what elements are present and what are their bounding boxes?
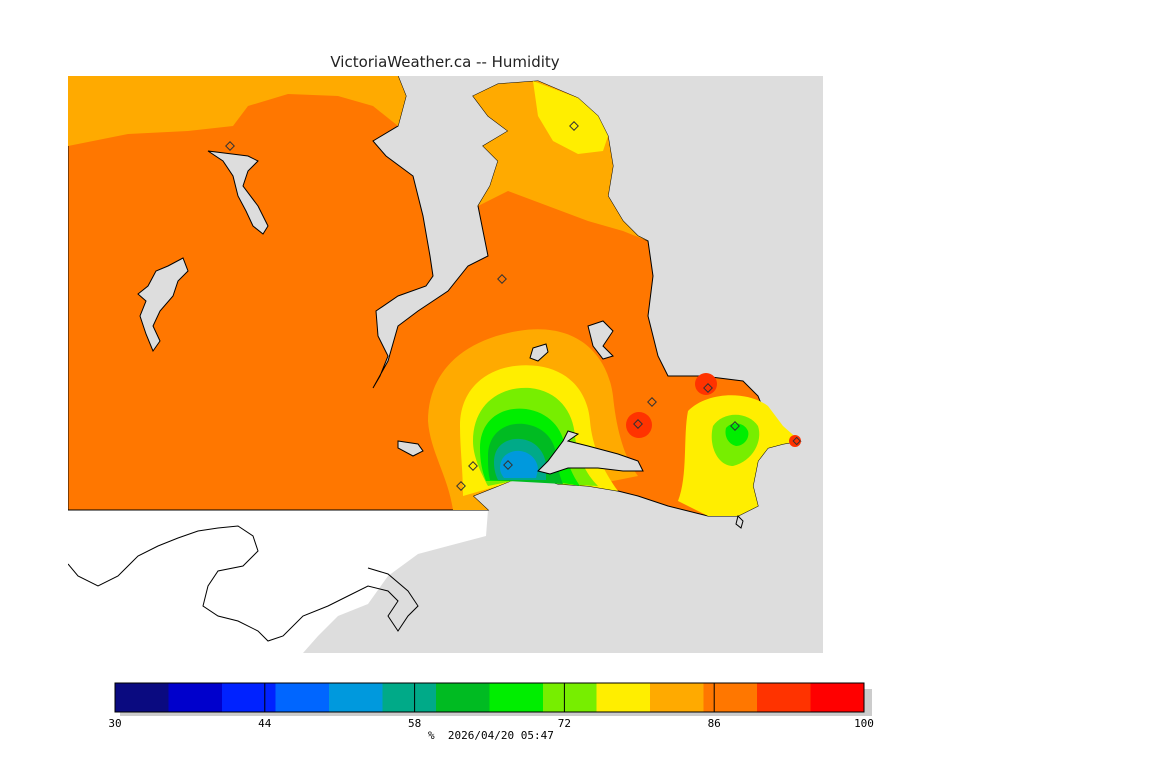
station-markers bbox=[225, 121, 801, 491]
zone-80-85-north-peninsula bbox=[473, 81, 648, 241]
legend-tick-label: 58 bbox=[407, 717, 422, 730]
lake-central bbox=[587, 320, 614, 360]
station-marker[interactable] bbox=[503, 460, 513, 470]
legend-tick-label: 100 bbox=[854, 717, 874, 730]
legend-bin bbox=[436, 683, 490, 712]
lake-small-center bbox=[529, 343, 549, 362]
zone-90-95-hotspot-1 bbox=[626, 412, 652, 438]
zone-65-70-east bbox=[725, 423, 749, 446]
legend-colorbar bbox=[114, 682, 865, 713]
zone-90-95-hotspot-3 bbox=[789, 435, 801, 447]
legend-bin bbox=[596, 683, 650, 712]
station-marker[interactable] bbox=[225, 141, 235, 151]
lake-west bbox=[137, 257, 189, 353]
legend-ticks bbox=[114, 683, 865, 712]
legend-tick-label: 86 bbox=[707, 717, 721, 730]
station-marker[interactable] bbox=[497, 274, 507, 284]
legend-bin bbox=[329, 683, 383, 712]
legend-bin bbox=[222, 683, 276, 712]
legend-bin bbox=[489, 683, 543, 712]
legend-bin bbox=[543, 683, 597, 712]
legend-bin bbox=[115, 683, 169, 712]
legend-shadow bbox=[120, 689, 872, 716]
legend-timestamp: 2026/04/20 05:47 bbox=[447, 729, 554, 742]
station-marker[interactable] bbox=[792, 436, 801, 446]
legend-bin bbox=[382, 683, 436, 712]
east-islet bbox=[735, 515, 744, 529]
station-marker[interactable] bbox=[456, 481, 466, 491]
zone-75-80-north bbox=[533, 81, 608, 154]
legend-tick-label: 44 bbox=[258, 717, 272, 730]
legend-bin bbox=[275, 683, 329, 712]
coastline-south bbox=[68, 525, 419, 642]
legend-caption: % 2026/04/20 05:47 bbox=[428, 729, 554, 742]
station-marker[interactable] bbox=[633, 419, 643, 429]
station-marker[interactable] bbox=[647, 397, 657, 407]
legend-bin bbox=[757, 683, 811, 712]
zone-80-85-northwest bbox=[68, 76, 406, 146]
humidity-map bbox=[68, 76, 823, 653]
harbour-inlet bbox=[537, 430, 644, 475]
zone-50-55-south bbox=[500, 450, 538, 478]
legend-tick-label: 72 bbox=[557, 717, 572, 730]
station-marker[interactable] bbox=[569, 121, 579, 131]
legend-bin bbox=[650, 683, 704, 712]
legend-bin bbox=[703, 683, 757, 712]
legend-tick-label: 30 bbox=[108, 717, 122, 730]
lake-small-south bbox=[397, 440, 424, 457]
legend-border bbox=[114, 682, 865, 713]
station-marker[interactable] bbox=[468, 461, 478, 471]
chart-title: VictoriaWeather.ca -- Humidity bbox=[330, 53, 560, 71]
legend-bin bbox=[168, 683, 222, 712]
lake-northwest bbox=[207, 150, 269, 235]
legend-bin bbox=[810, 683, 864, 712]
outside-region bbox=[68, 510, 488, 653]
zone-90-95-hotspot-2 bbox=[695, 373, 717, 395]
station-marker[interactable] bbox=[730, 421, 740, 431]
station-marker[interactable] bbox=[703, 383, 713, 393]
legend-unit: % bbox=[428, 729, 435, 742]
